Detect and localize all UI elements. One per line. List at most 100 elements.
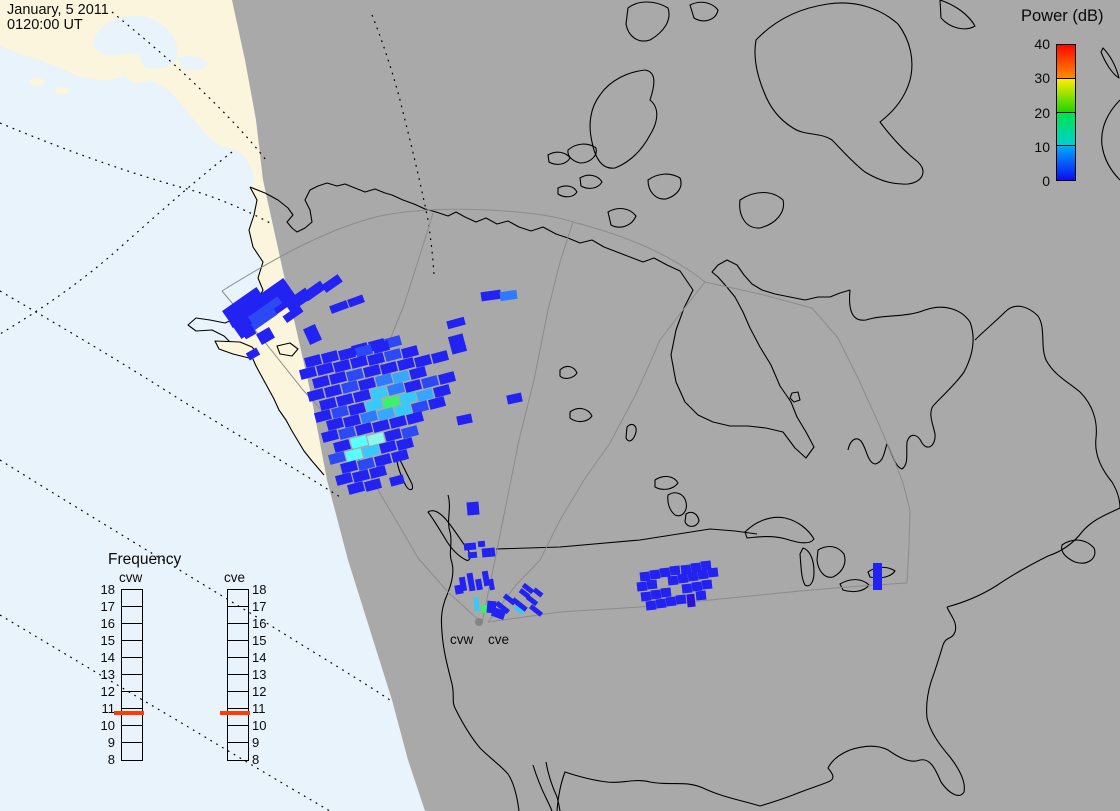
- echo-cell: [447, 333, 468, 355]
- echo-cell: [256, 327, 275, 345]
- frequency-tick-label: 15: [100, 633, 115, 648]
- frequency-tick-label: 15: [252, 633, 267, 648]
- echo-cell: [303, 324, 322, 345]
- echo-cell: [329, 300, 349, 314]
- frequency-tick-label: 8: [107, 752, 115, 767]
- echo-cell: [667, 575, 679, 586]
- echo-cell: [454, 584, 464, 595]
- ladder-rung: [228, 725, 248, 726]
- frequency-tick-label: 10: [252, 718, 267, 733]
- ladder-rung: [228, 606, 248, 607]
- frequency-ladder-cvw: [121, 589, 143, 761]
- echo-cell: [481, 547, 496, 558]
- echo-cell: [477, 540, 486, 548]
- frequency-tick-label: 11: [252, 701, 266, 716]
- ladder-rung: [122, 708, 142, 709]
- ladder-rung: [122, 674, 142, 675]
- echo-cell: [347, 294, 365, 308]
- echo-cell: [701, 579, 713, 590]
- date-text: January, 5 2011: [7, 2, 109, 18]
- ladder-rung: [122, 725, 142, 726]
- frequency-tick-label: 14: [252, 650, 267, 665]
- echo-cell: [463, 542, 477, 551]
- echo-cell: [636, 581, 648, 592]
- echo-cell: [677, 573, 689, 584]
- echo-cell: [446, 316, 466, 330]
- echo-cell: [481, 605, 487, 613]
- frequency-tick-label: 13: [252, 667, 267, 682]
- frequency-tick-label: 11: [101, 701, 116, 716]
- echo-cell: [528, 604, 544, 617]
- echo-cell: [390, 449, 410, 463]
- echo-cell: [475, 578, 483, 591]
- echo-cell: [707, 567, 719, 578]
- colorbar: [1056, 44, 1076, 181]
- frequency-panel-title: Frequency: [108, 551, 182, 568]
- frequency-column-label-cve: cve: [224, 570, 246, 585]
- frequency-tick-label: 14: [100, 650, 115, 665]
- echo-cell: [873, 563, 882, 590]
- frequency-marker: [220, 711, 250, 716]
- echo-cell: [499, 289, 518, 302]
- frequency-tick-label: 16: [100, 616, 115, 631]
- echo-cell: [697, 569, 709, 580]
- colorbar-title: Power (dB): [1021, 7, 1104, 25]
- echo-cell: [686, 593, 696, 608]
- colorbar-tick-label: 30: [1034, 70, 1050, 87]
- echo-cell: [466, 501, 480, 516]
- frequency-tick-label: 18: [252, 582, 267, 597]
- echo-cell: [346, 481, 366, 495]
- echo-cell: [467, 551, 478, 559]
- echo-cell: [506, 392, 523, 405]
- echo-cell: [456, 413, 473, 426]
- ladder-rung: [122, 657, 142, 658]
- echo-cell: [650, 589, 662, 600]
- echo-cell: [649, 569, 661, 580]
- frequency-tick-label: 12: [100, 684, 115, 699]
- frequency-tick-label: 18: [100, 582, 115, 597]
- ladder-rung: [228, 674, 248, 675]
- echo-cell: [320, 429, 340, 443]
- echo-cell: [655, 598, 667, 609]
- ladder-rung: [122, 640, 142, 641]
- ladder-rung: [122, 623, 142, 624]
- site-label-cve: cve: [488, 632, 510, 647]
- echo-cell: [665, 596, 677, 607]
- ladder-rung: [122, 742, 142, 743]
- colorbar-tick-label: 20: [1034, 104, 1050, 121]
- echo-cell: [645, 600, 657, 611]
- echo-cell: [640, 591, 652, 602]
- echo-cell: [363, 478, 383, 492]
- day-land: [0, 0, 327, 480]
- radar-fov-lines: [221, 208, 911, 624]
- ladder-rung: [228, 640, 248, 641]
- frequency-tick-label: 8: [252, 752, 260, 767]
- echo-cell: [695, 590, 707, 601]
- frequency-tick-label: 16: [252, 616, 267, 631]
- frequency-marker: [114, 711, 144, 716]
- datetime-block: January, 5 2011 0120:00 UT: [7, 3, 109, 33]
- frequency-ladder-cve: [227, 589, 249, 761]
- echo-cell: [430, 350, 450, 364]
- echo-cell: [466, 572, 476, 592]
- frequency-tick-label: 13: [100, 667, 115, 682]
- echo-cell: [660, 587, 672, 598]
- echo-cell: [675, 594, 687, 605]
- echo-cell: [473, 596, 480, 612]
- colorbar-segment-line: [1057, 111, 1075, 113]
- frequency-tick-label: 9: [252, 735, 260, 750]
- frequency-tick-label: 9: [107, 735, 115, 750]
- colorbar-tick-label: 40: [1034, 36, 1050, 52]
- graticule-lines: [0, 11, 435, 811]
- site-label-cvw: cvw: [450, 632, 474, 647]
- frequency-tick-label: 17: [100, 599, 115, 614]
- colorbar-tick-label: 0: [1042, 173, 1050, 189]
- echo-cell: [532, 587, 544, 598]
- echo-cell: [681, 583, 693, 594]
- frequency-tick-label: 17: [252, 599, 267, 614]
- frequency-tick-label: 12: [252, 684, 267, 699]
- radar-site-dot: [475, 618, 483, 626]
